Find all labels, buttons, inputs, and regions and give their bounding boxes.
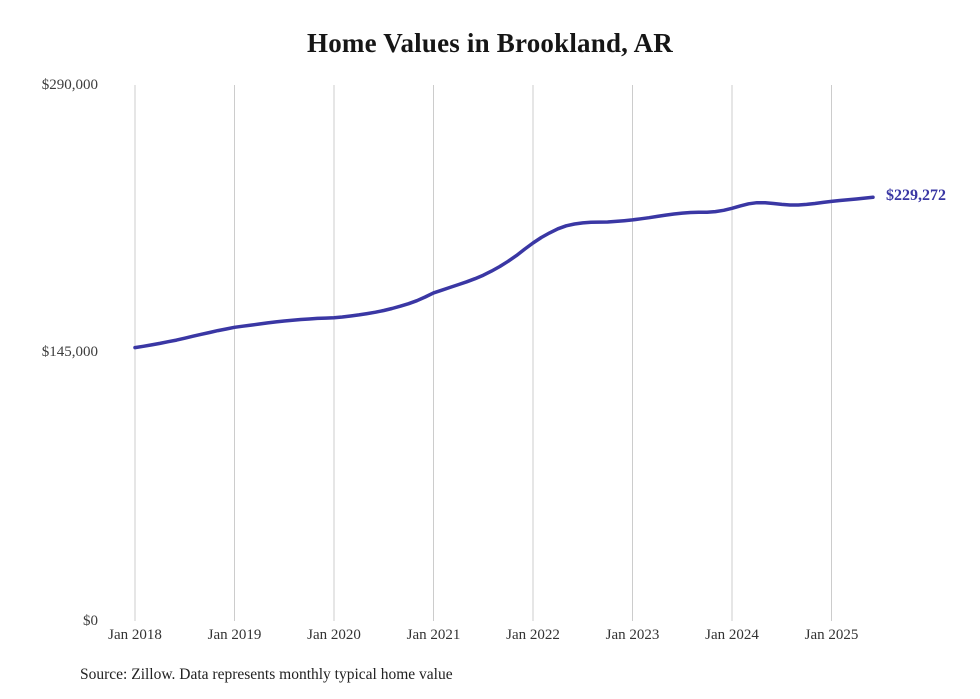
x-axis-label: Jan 2018 — [108, 627, 162, 643]
y-axis-label: $145,000 — [41, 344, 98, 360]
y-axis-label: $0 — [83, 613, 98, 629]
x-axis-label: Jan 2020 — [307, 627, 361, 643]
vertical-gridlines — [134, 85, 832, 621]
x-axis-label: Jan 2019 — [207, 627, 262, 643]
x-axis-label: Jan 2024 — [705, 627, 759, 643]
source-note: Source: Zillow. Data represents monthly … — [80, 666, 453, 683]
x-axis-label: Jan 2023 — [605, 627, 660, 643]
chart-title: Home Values in Brookland, AR — [307, 28, 673, 58]
x-axis-label: Jan 2021 — [406, 627, 461, 643]
end-value-label: $229,272 — [885, 187, 946, 205]
x-axis-label: Jan 2025 — [804, 627, 859, 643]
home-value-line — [133, 195, 875, 350]
y-axis-label: $290,000 — [41, 77, 98, 93]
x-axis-label: Jan 2022 — [506, 627, 560, 643]
